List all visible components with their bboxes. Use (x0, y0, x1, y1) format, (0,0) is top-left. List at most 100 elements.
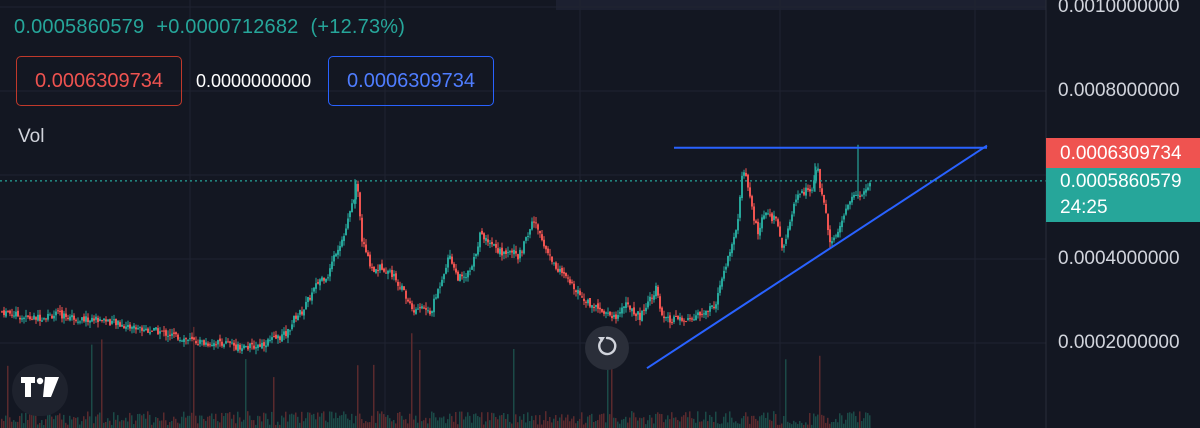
volume-bar (261, 421, 263, 428)
candle-body (55, 311, 57, 316)
volume-bar (579, 418, 581, 428)
candle-body (745, 172, 747, 177)
ascending-trendline (646, 144, 988, 370)
volume-bar (453, 421, 455, 428)
candle-body (233, 342, 235, 346)
candle-body (667, 316, 669, 318)
volume-bar (275, 424, 277, 428)
candle-body (835, 235, 837, 237)
volume-bar (321, 413, 323, 428)
volume-bar (29, 411, 31, 428)
candle-body (459, 274, 461, 282)
volume-bar (57, 415, 59, 428)
volume-bar (141, 415, 143, 428)
candle-body (139, 326, 141, 328)
candle-body (515, 251, 517, 254)
candle-body (595, 304, 597, 307)
candle-body (33, 315, 35, 320)
volume-bar (491, 412, 493, 428)
volume-bar (465, 416, 467, 428)
candle-body (267, 339, 269, 346)
candle-body (303, 309, 305, 316)
volume-bar (87, 411, 89, 428)
candle-body (779, 226, 781, 237)
volume-bar (469, 415, 471, 428)
volume-bar (227, 413, 229, 428)
volume-bar (413, 419, 415, 428)
reset-chart-button[interactable] (585, 326, 629, 370)
volume-bar (703, 419, 705, 428)
candle-body (269, 339, 271, 341)
candle-body (397, 281, 399, 286)
candle-body (181, 340, 183, 342)
volume-bar (753, 415, 755, 428)
buy-price-button[interactable]: 0.0006309734 (328, 56, 494, 106)
candle-body (535, 222, 537, 224)
candle-body (507, 252, 509, 254)
candle-body (127, 324, 129, 328)
candle-body (633, 307, 635, 315)
volume-bar (581, 412, 583, 428)
candle-body (293, 315, 295, 323)
price-axis-tick: 0.0002000000 (1058, 332, 1180, 353)
volume-bar (269, 424, 271, 428)
volume-bar (209, 415, 211, 428)
candle-body (585, 301, 587, 303)
volume-bar (185, 417, 187, 428)
volume-bar (841, 415, 843, 428)
volume-bar (449, 413, 451, 428)
volume-bar (519, 416, 521, 428)
volume-bar (771, 420, 773, 428)
volume-bar (229, 412, 231, 428)
last-price-value: 0.0005860579 (1060, 171, 1182, 192)
volume-bar (477, 416, 479, 428)
candle-body (855, 194, 857, 196)
candle-body (461, 274, 463, 277)
volume-bar (255, 424, 257, 428)
candle-body (863, 191, 865, 195)
candle-body (157, 328, 159, 335)
candle-body (683, 320, 685, 322)
high-price-tag: 0.0006309734 (1046, 138, 1200, 170)
volume-bar (537, 424, 539, 428)
volume-bar (83, 416, 85, 428)
volume-bar (621, 419, 623, 428)
candle-body (607, 312, 609, 314)
volume-bar (723, 416, 725, 428)
volume-bar (79, 424, 81, 428)
volume-indicator-label[interactable]: Vol (18, 126, 45, 147)
volume-bar (757, 420, 759, 428)
volume-bar (525, 422, 527, 428)
volume-bar (199, 415, 201, 428)
volume-bar (827, 417, 829, 428)
candle-body (385, 272, 387, 274)
volume-bar (21, 413, 23, 428)
volume-bar (165, 420, 167, 428)
candle-body (671, 322, 673, 324)
candle-body (381, 263, 383, 270)
candle-body (845, 208, 847, 215)
candle-body (291, 324, 293, 330)
candle-body (825, 203, 827, 213)
candle-body (183, 338, 185, 342)
candle-body (241, 348, 243, 352)
tradingview-logo[interactable] (12, 364, 68, 416)
volume-bar (243, 419, 245, 428)
candle-body (803, 192, 805, 195)
candle-body (609, 311, 611, 316)
candle-body (229, 341, 231, 343)
candle-body (345, 228, 347, 236)
volume-bar (441, 417, 443, 428)
sell-price-button[interactable]: 0.0006309734 (16, 56, 182, 106)
candle-body (823, 194, 825, 203)
candle-body (773, 215, 775, 220)
candle-body (579, 290, 581, 296)
volume-bar (551, 422, 553, 428)
volume-bar (739, 423, 741, 428)
candle-body (799, 193, 801, 195)
volume-bar (697, 411, 699, 428)
volume-bar (813, 413, 815, 428)
candle-body (207, 343, 209, 346)
candle-body (239, 344, 241, 350)
